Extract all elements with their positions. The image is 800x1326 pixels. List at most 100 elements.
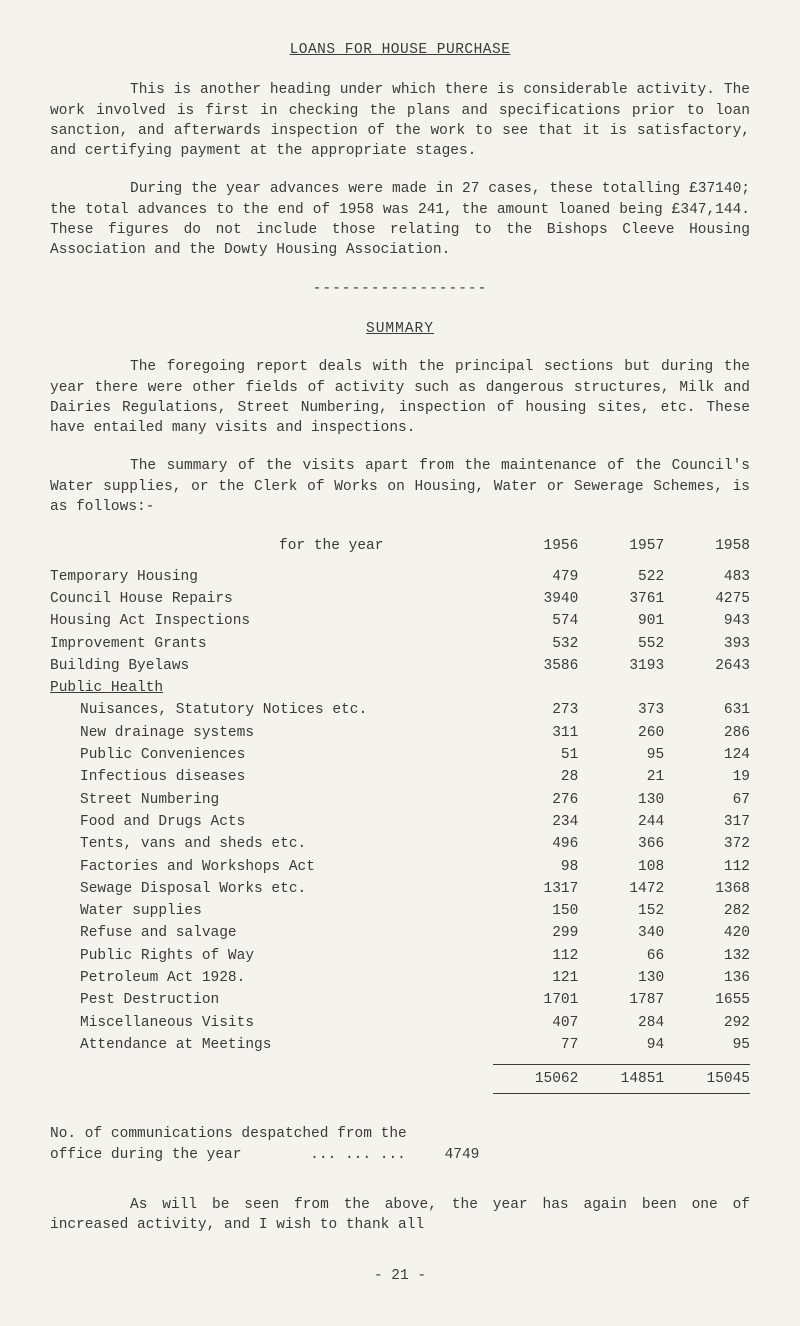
row-value: 2643 [664, 655, 750, 677]
row-label: Water supplies [50, 900, 493, 922]
row-value: 77 [493, 1034, 579, 1056]
row-value: 282 [664, 900, 750, 922]
row-value: 3940 [493, 588, 579, 610]
row-value: 3761 [578, 588, 664, 610]
row-label: Council House Repairs [50, 588, 493, 610]
row-value: 1317 [493, 878, 579, 900]
row-value: 3193 [578, 655, 664, 677]
row-value: 292 [664, 1012, 750, 1034]
paragraph-1: This is another heading under which ther… [50, 80, 750, 161]
row-value: 273 [493, 699, 579, 721]
table-row: Building Byelaws358631932643 [50, 655, 750, 677]
row-value: 1368 [664, 878, 750, 900]
row-label: Public Rights of Way [50, 945, 493, 967]
row-value: 901 [578, 610, 664, 632]
row-value: 1701 [493, 989, 579, 1011]
row-value: 244 [578, 811, 664, 833]
row-value: 51 [493, 744, 579, 766]
row-value: 496 [493, 833, 579, 855]
table-row: Housing Act Inspections574901943 [50, 610, 750, 632]
totals-row: 15062 14851 15045 [50, 1065, 750, 1094]
table-row: Nuisances, Statutory Notices etc.2733736… [50, 699, 750, 721]
row-label: Improvement Grants [50, 633, 493, 655]
row-value: 98 [493, 856, 579, 878]
row-value: 260 [578, 722, 664, 744]
row-label: Building Byelaws [50, 655, 493, 677]
table-row: Water supplies150152282 [50, 900, 750, 922]
total-1958: 15045 [664, 1065, 750, 1094]
row-value [493, 677, 579, 699]
row-value: 66 [578, 945, 664, 967]
header-label: for the year [50, 535, 493, 557]
row-value: 3586 [493, 655, 579, 677]
row-value [578, 677, 664, 699]
row-label: Housing Act Inspections [50, 610, 493, 632]
row-value: 943 [664, 610, 750, 632]
table-row: Temporary Housing479522483 [50, 566, 750, 588]
table-row: Miscellaneous Visits407284292 [50, 1012, 750, 1034]
row-value: 407 [493, 1012, 579, 1034]
row-value: 121 [493, 967, 579, 989]
table-row: Street Numbering27613067 [50, 789, 750, 811]
total-1956: 15062 [493, 1065, 579, 1094]
row-value: 483 [664, 566, 750, 588]
summary-heading: SUMMARY [50, 319, 750, 339]
table-row: Pest Destruction170117871655 [50, 989, 750, 1011]
row-label: Factories and Workshops Act [50, 856, 493, 878]
row-value: 276 [493, 789, 579, 811]
row-value: 284 [578, 1012, 664, 1034]
paragraph-3: The foregoing report deals with the prin… [50, 357, 750, 438]
row-value: 19 [664, 766, 750, 788]
table-row: Council House Repairs394037614275 [50, 588, 750, 610]
header-1957: 1957 [578, 535, 664, 557]
row-value: 372 [664, 833, 750, 855]
footer-communications: No. of communications despatched from th… [50, 1124, 750, 1165]
table-row: Food and Drugs Acts234244317 [50, 811, 750, 833]
row-value: 152 [578, 900, 664, 922]
row-label: Pest Destruction [50, 989, 493, 1011]
table-row: Tents, vans and sheds etc.496366372 [50, 833, 750, 855]
row-value: 124 [664, 744, 750, 766]
row-value: 311 [493, 722, 579, 744]
row-value: 112 [664, 856, 750, 878]
footer-paragraph: As will be seen from the above, the year… [50, 1195, 750, 1236]
row-value: 67 [664, 789, 750, 811]
section-divider: ------------------ [50, 279, 750, 299]
row-value: 522 [578, 566, 664, 588]
row-label: Tents, vans and sheds etc. [50, 833, 493, 855]
row-value: 4275 [664, 588, 750, 610]
row-value: 420 [664, 922, 750, 944]
row-value: 317 [664, 811, 750, 833]
page-title: LOANS FOR HOUSE PURCHASE [50, 40, 750, 60]
row-label: Infectious diseases [50, 766, 493, 788]
table-row: Public Rights of Way11266132 [50, 945, 750, 967]
row-label: Street Numbering [50, 789, 493, 811]
row-label: Public Health [50, 677, 493, 699]
table-row: Infectious diseases282119 [50, 766, 750, 788]
page-number: - 21 - [50, 1266, 750, 1286]
row-value: 95 [578, 744, 664, 766]
row-value: 1472 [578, 878, 664, 900]
table-row: Refuse and salvage299340420 [50, 922, 750, 944]
row-value: 95 [664, 1034, 750, 1056]
total-1957: 14851 [578, 1065, 664, 1094]
row-value: 479 [493, 566, 579, 588]
row-label: Petroleum Act 1928. [50, 967, 493, 989]
footer-line-1: No. of communications despatched from th… [50, 1124, 750, 1144]
row-value: 130 [578, 789, 664, 811]
row-label: Sewage Disposal Works etc. [50, 878, 493, 900]
row-value [664, 677, 750, 699]
table-header-row: for the year 1956 1957 1958 [50, 535, 750, 557]
table-row: Public Health [50, 677, 750, 699]
footer-line-2: office during the year ... ... ... 4749 [50, 1145, 750, 1165]
header-1958: 1958 [664, 535, 750, 557]
table-row: Petroleum Act 1928.121130136 [50, 967, 750, 989]
summary-table: for the year 1956 1957 1958 Temporary Ho… [50, 535, 750, 1094]
table-row: Improvement Grants532552393 [50, 633, 750, 655]
row-value: 108 [578, 856, 664, 878]
row-label: Refuse and salvage [50, 922, 493, 944]
row-label: Food and Drugs Acts [50, 811, 493, 833]
row-value: 574 [493, 610, 579, 632]
row-value: 112 [493, 945, 579, 967]
table-row: Attendance at Meetings779495 [50, 1034, 750, 1056]
